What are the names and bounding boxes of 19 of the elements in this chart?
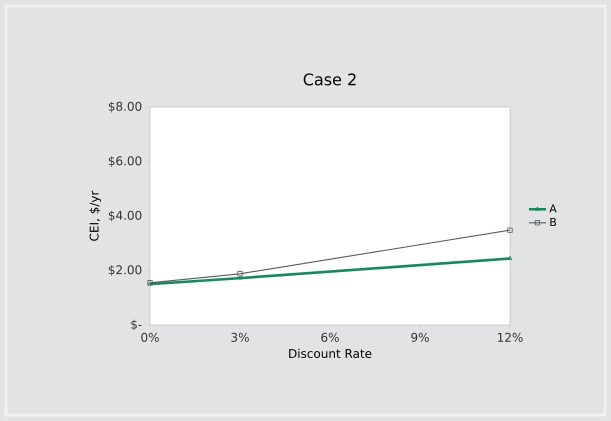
y-tick-label: $4.00 [108, 210, 142, 222]
point [237, 271, 243, 276]
chart-title: Case 2 [304, 73, 356, 86]
legend-label: A [549, 204, 557, 213]
point [238, 276, 242, 280]
y-tick-label: $8.00 [108, 102, 142, 112]
y-tick-label: $2.00 [108, 265, 142, 276]
legend-label: B [550, 218, 556, 226]
x-tick-label: 3% [231, 332, 249, 342]
point [507, 228, 513, 233]
y-tick-label: $6.00 [108, 156, 142, 167]
x-tick-label: 0% [141, 332, 159, 342]
x-tick-label: 6% [321, 332, 339, 342]
y-axis-title: CEI, $/yr [89, 190, 101, 241]
y-tick-label: $- [131, 320, 142, 330]
x-tick-label: 9% [411, 332, 429, 342]
x-tick-label: 12% [498, 332, 523, 342]
point [508, 256, 512, 260]
x-axis-title: Discount Rate [289, 348, 372, 358]
